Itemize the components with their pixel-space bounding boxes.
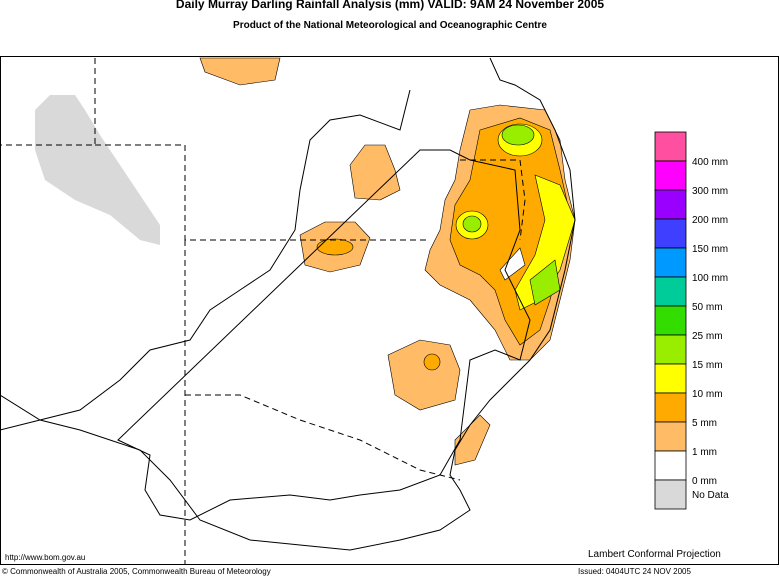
legend-swatch — [654, 131, 687, 162]
legend-swatch — [654, 218, 687, 249]
legend-label: 400 mm — [692, 157, 728, 168]
legend-label: 1 mm — [692, 447, 717, 458]
legend-swatch — [654, 160, 687, 191]
rain-area — [349, 144, 401, 201]
rain-area — [501, 124, 535, 146]
legend-swatch — [654, 276, 687, 307]
legend-swatch — [654, 189, 687, 220]
legend-swatch — [654, 421, 687, 452]
url: http://www.bom.gov.au — [5, 553, 85, 562]
rain-area — [514, 174, 576, 311]
legend-label: 200 mm — [692, 215, 728, 226]
legend-swatch — [654, 305, 687, 336]
legend: 400 mm 300 mm 200 mm 150 mm 100 mm 50 mm 25 mm… — [654, 131, 729, 510]
legend-swatch — [654, 363, 687, 394]
legend-swatch — [654, 479, 687, 510]
rain-area — [387, 339, 461, 411]
legend-label: 50 mm — [692, 302, 723, 313]
legend-label: No Data — [692, 490, 729, 501]
rain-area — [454, 414, 491, 466]
rain-area — [316, 238, 354, 256]
legend-swatch — [654, 247, 687, 278]
legend-label: 5 mm — [692, 418, 717, 429]
copyright: © Commonwealth of Australia 2005, Common… — [2, 567, 271, 576]
basin-boundary — [0, 89, 531, 521]
state-border — [0, 58, 526, 565]
legend-swatch — [654, 334, 687, 365]
projection: Lambert Conformal Projection — [588, 549, 721, 560]
legend-label: 25 mm — [692, 331, 723, 342]
no-data-area — [35, 95, 160, 245]
legend-label: 100 mm — [692, 273, 728, 284]
rain-area — [462, 215, 482, 233]
legend-swatch — [654, 450, 687, 481]
legend-label: 0 mm — [692, 476, 717, 487]
coastline — [0, 57, 576, 551]
rain-area — [423, 353, 441, 371]
legend-label: 150 mm — [692, 244, 728, 255]
legend-swatch — [654, 392, 687, 423]
legend-label: 15 mm — [692, 360, 723, 371]
map-frame — [0, 56, 779, 565]
subtitle: Product of the National Meteorological a… — [233, 20, 547, 31]
map — [0, 57, 576, 565]
legend-label: 10 mm — [692, 389, 723, 400]
legend-label: 300 mm — [692, 186, 728, 197]
title: Daily Murray Darling Rainfall Analysis (… — [176, 0, 604, 11]
rain-area — [199, 57, 281, 86]
issued: Issued: 0404UTC 24 NOV 2005 — [578, 567, 692, 576]
